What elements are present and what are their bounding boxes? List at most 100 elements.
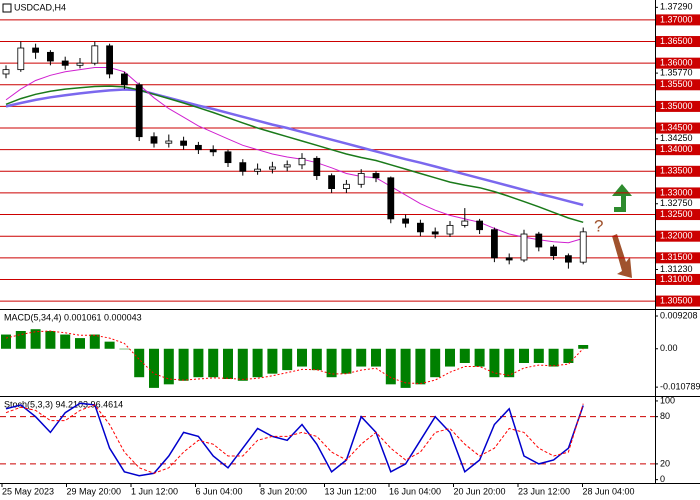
macd-bar — [445, 348, 455, 367]
candle-body — [135, 84, 143, 138]
candle-body — [505, 257, 513, 261]
candle-body — [402, 218, 410, 224]
level-label-box — [656, 79, 700, 91]
level-label-box — [656, 165, 700, 177]
x-tick-label: 6 Jun 04:00 — [196, 486, 243, 496]
candle-body — [76, 62, 84, 66]
macd-bar — [89, 334, 100, 349]
macd-bar — [267, 348, 278, 374]
candle-body — [47, 51, 54, 62]
macd-bar — [134, 348, 145, 378]
level-label-box — [656, 209, 700, 221]
macd-bar — [489, 348, 500, 378]
level-label-box — [656, 57, 700, 69]
level-label: 1.34000 — [660, 144, 693, 154]
candle-body — [416, 222, 424, 233]
candle-body — [165, 140, 173, 144]
macd-bar — [533, 348, 544, 363]
candle-body — [91, 45, 99, 64]
level-label: 1.34500 — [660, 122, 693, 132]
y-tick-label: 80 — [660, 411, 670, 421]
annotation: ? — [594, 216, 603, 235]
candle-body — [342, 183, 350, 190]
y-tick-label: 1.34250 — [660, 133, 693, 143]
y-tick-label: 1.37290 — [660, 2, 693, 12]
macd-bar — [326, 348, 337, 378]
candle-body — [180, 140, 188, 146]
level-label-box — [656, 295, 700, 307]
y-tick-label: 1.32750 — [660, 198, 693, 208]
macd-bar — [548, 348, 559, 367]
candle-body — [254, 168, 262, 172]
level-label-box — [656, 252, 700, 264]
candle-body — [194, 144, 202, 151]
macd-bar — [30, 329, 41, 349]
level-label-box — [656, 36, 700, 48]
level-label: 1.36500 — [660, 36, 693, 46]
y-tick-label: 0.009208 — [660, 310, 698, 320]
level-label: 1.35500 — [660, 79, 693, 89]
candle-body — [476, 220, 484, 231]
macd-bar — [282, 348, 293, 371]
level-label: 1.32500 — [660, 209, 693, 219]
macd-bar — [223, 348, 233, 379]
y-tick-label: -0.010789 — [660, 382, 700, 392]
level-label: 1.37000 — [660, 14, 693, 24]
macd-bar — [385, 348, 396, 385]
macd-bar — [15, 330, 26, 349]
moving-average — [5, 67, 584, 244]
x-tick-label: 16 Jun 04:00 — [389, 486, 441, 496]
candle-body — [461, 220, 469, 226]
x-tick-label: 23 Jun 12:00 — [518, 486, 570, 496]
y-tick-label: 0 — [660, 474, 665, 484]
candle-body — [313, 157, 321, 177]
macd-bar — [504, 348, 515, 378]
macd-bar — [578, 344, 589, 349]
x-tick-label: 28 Jun 04:00 — [583, 486, 635, 496]
candle-body — [106, 45, 113, 75]
macd-bar — [45, 330, 56, 349]
level-label-box — [656, 144, 700, 156]
x-tick-label: 13 Jun 12:00 — [325, 486, 377, 496]
macd-bar — [1, 334, 11, 349]
macd-signal — [5, 330, 584, 385]
macd-bar — [415, 348, 426, 385]
level-label-box — [656, 122, 700, 134]
candle-body — [283, 164, 291, 168]
level-label: 1.31000 — [660, 274, 693, 284]
candle-body — [239, 162, 247, 172]
level-label: 1.36000 — [660, 58, 693, 68]
candle-body — [209, 149, 217, 153]
symbol-icon — [2, 3, 12, 13]
macd-bar — [178, 348, 189, 381]
candle-body — [268, 166, 276, 170]
candle-body — [224, 151, 232, 164]
macd-bar — [104, 341, 115, 349]
y-tick-label: 1.35770 — [660, 67, 693, 77]
x-tick-label: 29 May 20:00 — [67, 486, 122, 496]
candle-body — [565, 255, 572, 263]
down-arrow — [612, 234, 632, 278]
macd-bar — [163, 348, 174, 385]
y-tick-label: 20 — [660, 458, 670, 468]
macd-bar — [119, 348, 130, 350]
macd-bar — [193, 348, 204, 378]
macd-bar — [252, 348, 263, 378]
level-label: 1.33500 — [660, 166, 693, 176]
stoch-title: Stoch(5,3,3) 94.2103 96.4614 — [4, 399, 123, 409]
chart-title: USDCAD,H4 — [14, 2, 66, 12]
candle-body — [61, 60, 69, 66]
level-label: 1.31500 — [660, 252, 693, 262]
macd-bar — [75, 338, 85, 349]
stoch-line — [5, 402, 584, 477]
candle-body — [17, 47, 25, 71]
macd-bar — [563, 348, 574, 363]
macd-bar — [371, 348, 381, 367]
candle-body — [32, 47, 39, 53]
candle-body — [372, 173, 380, 179]
candle-body — [387, 177, 395, 220]
level-label: 1.35000 — [660, 101, 693, 111]
candle-body — [328, 175, 336, 190]
level-label-box — [656, 273, 700, 285]
